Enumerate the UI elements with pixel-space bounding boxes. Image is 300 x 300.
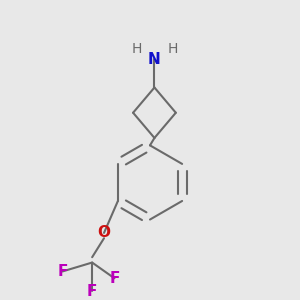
Text: F: F <box>109 271 120 286</box>
Text: F: F <box>87 284 97 299</box>
Text: O: O <box>98 225 110 240</box>
Text: F: F <box>57 264 68 279</box>
Text: H: H <box>168 42 178 56</box>
Text: H: H <box>131 42 142 56</box>
Text: N: N <box>148 52 161 67</box>
